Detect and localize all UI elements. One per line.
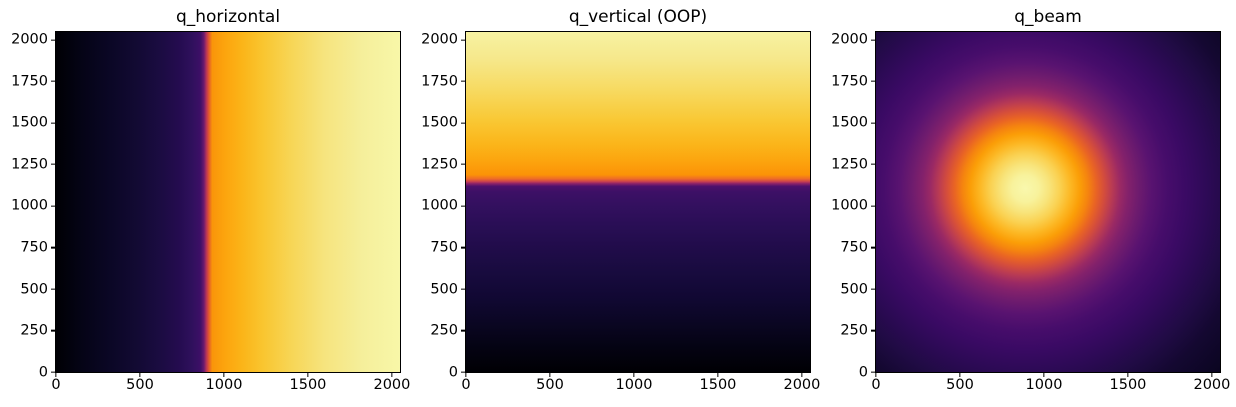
- y-tick-label: 250: [840, 322, 868, 339]
- x-tick: [223, 372, 225, 377]
- y-tick-label: 500: [840, 280, 868, 297]
- y-tick: [871, 329, 876, 332]
- plot-title-q-beam: q_beam: [1014, 7, 1082, 27]
- y-tick: [51, 39, 56, 41]
- y-tick: [871, 205, 876, 207]
- x-tick-label: 1000: [1025, 377, 1063, 393]
- y-tick: [461, 122, 466, 124]
- y-tick: [51, 371, 56, 373]
- x-tick-label: 2000: [1193, 377, 1231, 393]
- plot-title-q-vertical-oop: q_vertical (OOP): [568, 7, 708, 27]
- x-tick-label: 500: [126, 377, 154, 393]
- y-tick-label: 750: [20, 239, 48, 256]
- x-tick-label: 1500: [289, 377, 327, 393]
- y-tick-label: 2000: [831, 31, 868, 48]
- x-tick: [633, 372, 635, 377]
- y-tick-label: 2000: [11, 31, 48, 48]
- x-tick-label: 0: [51, 377, 61, 393]
- x-tick-label: 1500: [1109, 377, 1147, 393]
- y-tick-label: 1000: [831, 197, 868, 214]
- x-tick: [717, 372, 719, 377]
- subplot-q-horizontal: q_horizontal 0 500 1000 1500 2000 0 250 500 750 1…: [11, 0, 410, 407]
- x-tick: [875, 372, 877, 377]
- y-tick-label: 500: [430, 280, 458, 297]
- x-tick-label: 500: [946, 377, 974, 393]
- y-tick: [871, 246, 876, 249]
- x-tick: [1043, 372, 1045, 377]
- y-tick-label: 1000: [11, 197, 48, 214]
- y-tick-label: 500: [20, 280, 48, 297]
- x-tick: [549, 372, 551, 377]
- heatmap-q-beam: 0 500 1000 1500 2000 0 250 500 750 1000 1250 1500 17…: [831, 31, 1230, 393]
- y-tick-label: 1500: [421, 114, 458, 131]
- y-tick: [461, 80, 466, 83]
- y-tick: [871, 80, 876, 83]
- y-tick: [461, 246, 466, 249]
- y-tick: [51, 205, 56, 207]
- x-tick: [1127, 372, 1129, 377]
- y-tick-label: 1250: [11, 156, 48, 173]
- subplot-q-beam: q_beam 0 500 1000 1500 2000 0 250 500 750 1000 125…: [831, 0, 1230, 407]
- subplot-q-vertical-oop: q_vertical (OOP) 0 500 1000 1500 2000 0 250 500…: [421, 0, 820, 407]
- y-tick-label: 1750: [421, 73, 458, 90]
- y-tick-label: 250: [430, 322, 458, 339]
- heatmap-q-horizontal: 0 500 1000 1500 2000 0 250 500 750 1000 1250 1500 17…: [11, 31, 410, 393]
- x-tick-label: 0: [871, 377, 881, 393]
- y-tick-label: 250: [20, 322, 48, 339]
- y-tick-label: 2000: [421, 31, 458, 48]
- y-tick: [871, 39, 876, 41]
- y-tick: [461, 371, 466, 373]
- x-tick-label: 500: [536, 377, 564, 393]
- x-tick-label: 1500: [699, 377, 737, 393]
- y-tick: [461, 329, 466, 332]
- x-tick: [139, 372, 141, 377]
- y-tick: [51, 122, 56, 124]
- y-tick: [871, 371, 876, 373]
- x-tick-label: 2000: [783, 377, 821, 393]
- y-tick-label: 1500: [831, 114, 868, 131]
- y-tick-label: 1750: [11, 73, 48, 90]
- plot-title-q-horizontal: q_horizontal: [175, 7, 281, 27]
- y-tick: [461, 205, 466, 207]
- x-tick: [959, 372, 961, 377]
- x-tick: [55, 372, 57, 377]
- y-tick: [871, 288, 876, 290]
- y-tick-label: 0: [448, 363, 458, 380]
- x-tick: [465, 372, 467, 377]
- y-tick: [461, 163, 466, 166]
- y-tick: [51, 163, 56, 166]
- y-tick: [871, 122, 876, 124]
- y-tick: [871, 163, 876, 166]
- x-tick-label: 1000: [205, 377, 243, 393]
- y-tick-label: 750: [840, 239, 868, 256]
- y-tick-label: 1250: [421, 156, 458, 173]
- y-tick: [51, 329, 56, 332]
- heatmap-q-vertical-oop: 0 500 1000 1500 2000 0 250 500 750 1000 1250 1500 17…: [421, 31, 820, 393]
- y-tick-label: 1500: [11, 114, 48, 131]
- y-tick-label: 0: [858, 363, 868, 380]
- y-tick: [461, 288, 466, 290]
- x-tick-label: 0: [461, 377, 471, 393]
- x-tick: [1211, 372, 1213, 377]
- y-tick-label: 0: [38, 363, 48, 380]
- y-tick-label: 1000: [421, 197, 458, 214]
- y-tick-label: 1750: [831, 73, 868, 90]
- y-tick: [461, 39, 466, 41]
- y-tick-label: 1250: [831, 156, 868, 173]
- x-tick: [391, 372, 393, 377]
- x-tick-label: 1000: [615, 377, 653, 393]
- y-tick-label: 750: [430, 239, 458, 256]
- y-tick: [51, 288, 56, 290]
- x-tick: [801, 372, 803, 377]
- x-tick: [307, 372, 309, 377]
- y-tick: [51, 246, 56, 249]
- y-tick: [51, 80, 56, 83]
- x-tick-label: 2000: [373, 377, 411, 393]
